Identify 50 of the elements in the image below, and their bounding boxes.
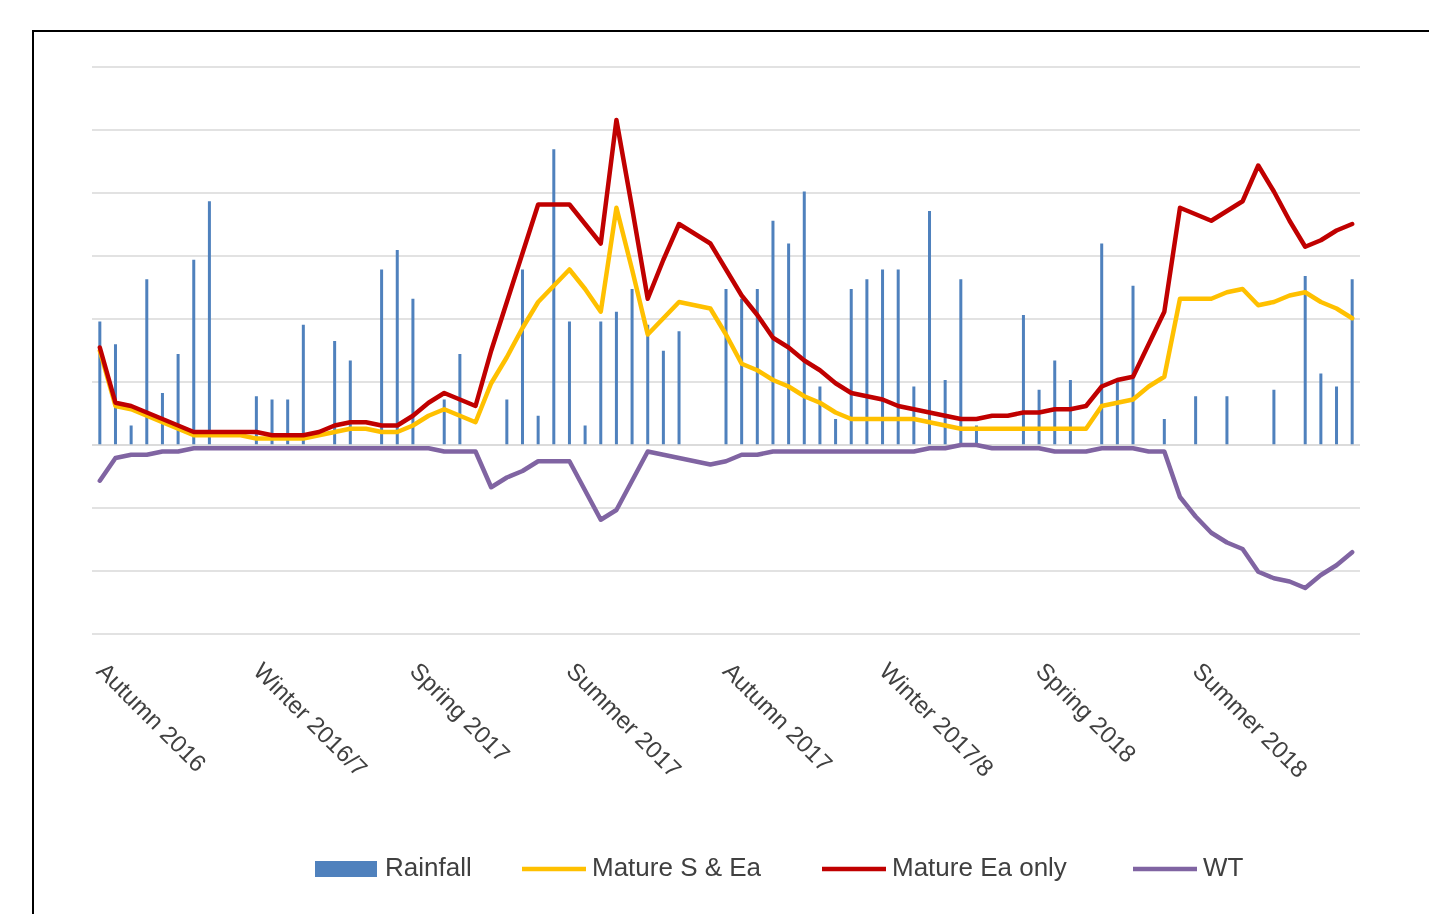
bar [207,201,211,445]
bar [928,211,932,445]
bar [301,324,305,445]
bar [1162,419,1166,445]
bar [661,350,665,445]
bar [959,279,963,445]
bar [1131,285,1135,445]
bar [724,289,728,445]
bar [520,269,524,445]
bar [411,298,415,445]
bar [333,341,337,445]
bar [567,321,571,445]
bar [755,289,759,445]
bar [1272,389,1276,445]
bar [505,399,509,445]
bar [881,269,885,445]
bar [1335,386,1339,445]
bar [599,321,603,445]
bar [192,259,196,445]
legend-label: WT [1203,851,1244,882]
bar [176,354,180,445]
bar [1225,396,1229,445]
bar [129,425,133,445]
bar [849,289,853,445]
bar [536,415,540,445]
legend-label: Rainfall [385,851,472,882]
bar [583,425,587,445]
bar [896,269,900,445]
bar [646,324,650,445]
bar [740,298,744,445]
bar [630,289,634,445]
bar [552,149,556,445]
bar [787,243,791,445]
bar [865,279,869,445]
bar [380,269,384,445]
bar [1303,276,1307,445]
bar [614,311,618,445]
legend-label: Mature S & Ea [592,851,762,882]
bar [677,331,681,445]
bar [1194,396,1198,445]
bar [145,279,149,445]
legend-label: Mature Ea only [892,851,1067,882]
bar [1100,243,1104,445]
bar [1021,315,1025,445]
bar [1350,279,1354,445]
bar [771,220,775,445]
bar [395,250,399,445]
bar [1319,373,1323,445]
bar [834,419,838,445]
bar [802,191,806,445]
